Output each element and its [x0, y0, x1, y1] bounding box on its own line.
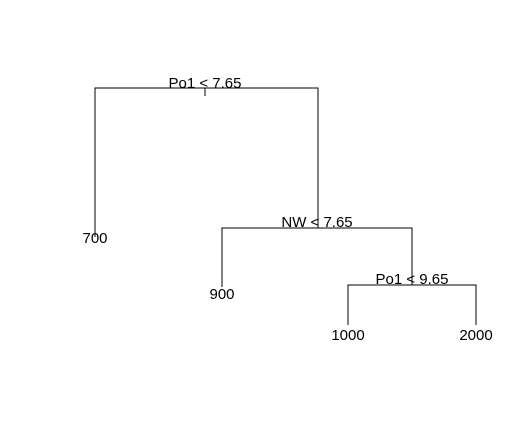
split-label-root: Po1 < 7.65	[169, 75, 242, 92]
split-po1b: Po1 < 9.65	[347, 271, 477, 325]
leaf-label-900: 900	[209, 286, 234, 303]
split-nw: NW < 7.65	[221, 214, 413, 287]
split-label-po1b: Po1 < 9.65	[376, 271, 449, 288]
po1b-branch-lines	[347, 284, 477, 325]
leaf-label-700: 700	[82, 230, 107, 247]
split-label-nw: NW < 7.65	[281, 214, 352, 231]
root-branch-lines	[94, 87, 319, 237]
leaf-label-1000: 1000	[331, 327, 364, 344]
nw-branch-lines	[221, 227, 413, 287]
leaf-label-2000: 2000	[459, 327, 492, 344]
split-root: Po1 < 7.65	[94, 75, 319, 237]
